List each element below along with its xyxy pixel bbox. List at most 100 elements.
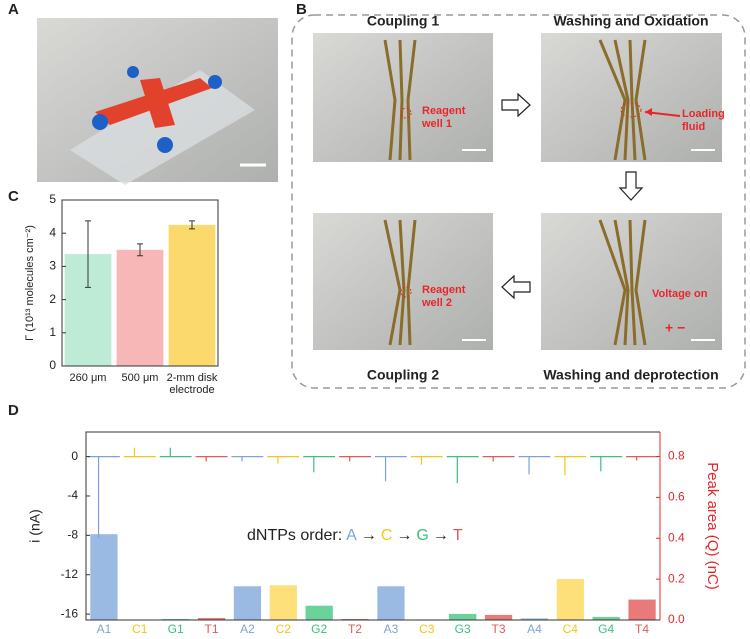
x-tick-label: 500 μm: [121, 372, 159, 384]
x-tick-label: C4: [563, 622, 579, 634]
current-trace: [88, 456, 120, 539]
x-tick-label: C2: [276, 622, 292, 634]
x-tick-label: A4: [527, 622, 542, 634]
annotation-part: T: [453, 527, 463, 544]
step-title: Coupling 2: [367, 367, 440, 383]
bar: [269, 585, 297, 620]
annotation: dNTPs order: A → C → G → T: [247, 527, 463, 544]
bar: [233, 586, 262, 620]
annotation: Loading fluid: [682, 108, 725, 133]
error-bar: [137, 243, 143, 257]
current-trace: [303, 456, 336, 473]
bar: [592, 616, 620, 620]
current-trace: [518, 456, 551, 475]
y-tick-label: 0: [71, 449, 78, 463]
bar: [628, 599, 656, 620]
current-trace: [375, 456, 407, 482]
x-tick-label-text: 2-mm disk electrode: [166, 372, 218, 396]
current-trace: [231, 456, 264, 462]
current-trace: [590, 456, 623, 472]
y2-axis-label: Peak area (Q) (nC): [704, 462, 721, 590]
photos: + −: [313, 33, 722, 350]
y-tick-label: -12: [61, 567, 79, 581]
annotation-part: dNTPs order:: [247, 527, 342, 544]
plot-frame: [61, 199, 219, 367]
bar: [197, 617, 226, 620]
step-title: Washing and Oxidation: [553, 13, 708, 29]
annotation-text: Reagent well 1: [422, 105, 466, 130]
svg-text:+ −: + −: [665, 320, 685, 336]
x-tick-label: A2: [240, 622, 255, 634]
y-axis-label: i (nA): [27, 509, 43, 542]
annotation-part: →: [433, 527, 449, 544]
y2-tick-label: 0.4: [668, 530, 685, 544]
x-tick-label: T1: [205, 622, 219, 634]
step-title: Coupling 1: [367, 13, 440, 29]
x-tick-label: 2-mm disk electrode: [166, 372, 218, 396]
x-tick-label: C3: [419, 622, 435, 634]
current-trace: [123, 447, 156, 458]
y2-tick-label: 0.8: [668, 449, 685, 463]
annotation-part: A: [346, 527, 357, 544]
panel-label: A: [8, 1, 19, 18]
chip: [70, 70, 255, 185]
x-tick-label: C1: [132, 622, 148, 634]
annotation: Reagent well 1: [422, 105, 466, 130]
y-tick-label: 1: [49, 325, 56, 339]
y-tick-label: 5: [49, 192, 56, 206]
x-tick-label-text: 260 μm: [69, 372, 107, 384]
annotation-text: Loading fluid: [682, 108, 725, 133]
bar: [116, 249, 164, 366]
plot-frame: [85, 431, 660, 621]
y-tick-label: 0: [49, 358, 56, 372]
y-tick-label: 3: [49, 259, 56, 273]
y-tick-label: -4: [67, 488, 78, 502]
channel: [140, 78, 175, 128]
bar: [377, 586, 405, 620]
x-tick-label: G3: [455, 622, 471, 634]
x-tick-label: T2: [348, 622, 362, 634]
bar: [556, 579, 584, 620]
port: [208, 75, 222, 89]
y-tick-label: 2: [49, 292, 56, 306]
current-trace: [482, 456, 515, 462]
y-axis-label: Γ (10¹³ molecules cm⁻²): [24, 225, 36, 341]
frame: [291, 14, 746, 389]
panel-label: B: [296, 1, 307, 18]
step-title: Washing and deprotection: [543, 367, 718, 383]
current-trace: [339, 456, 371, 462]
bar: [449, 613, 477, 620]
annotation: Voltage on: [652, 288, 708, 300]
current-trace: [195, 456, 228, 462]
bar: [484, 614, 513, 620]
x-tick-label: 260 μm: [69, 372, 107, 384]
annotation: Reagent well 2: [422, 284, 465, 309]
current-trace: [159, 447, 192, 458]
bar: [305, 605, 333, 620]
bar: [162, 618, 190, 620]
bar: [520, 618, 549, 620]
x-tick-label: T3: [492, 622, 506, 634]
x-tick-label-text: 500 μm: [121, 372, 159, 384]
port: [92, 114, 108, 130]
annotation-part: →: [361, 527, 377, 544]
current-trace: [626, 456, 658, 461]
panel-label: C: [8, 188, 19, 205]
y-tick-label: 4: [49, 225, 56, 239]
y-tick-label: -16: [61, 606, 79, 620]
port: [157, 137, 173, 153]
current-trace: [410, 456, 443, 465]
error-bar: [189, 220, 195, 230]
x-tick-label: A3: [384, 622, 399, 634]
annotation-part: C: [381, 527, 393, 544]
y2-tick-label: 0.0: [668, 612, 685, 626]
panel-label: D: [8, 402, 19, 419]
error-bar: [85, 220, 91, 288]
x-tick-label: G2: [311, 622, 327, 634]
y2-tick-label: 0.2: [668, 571, 685, 585]
y-tick-label: -8: [67, 528, 78, 542]
bar: [168, 224, 216, 366]
current-trace: [446, 456, 479, 484]
annotation-part: →: [396, 527, 412, 544]
